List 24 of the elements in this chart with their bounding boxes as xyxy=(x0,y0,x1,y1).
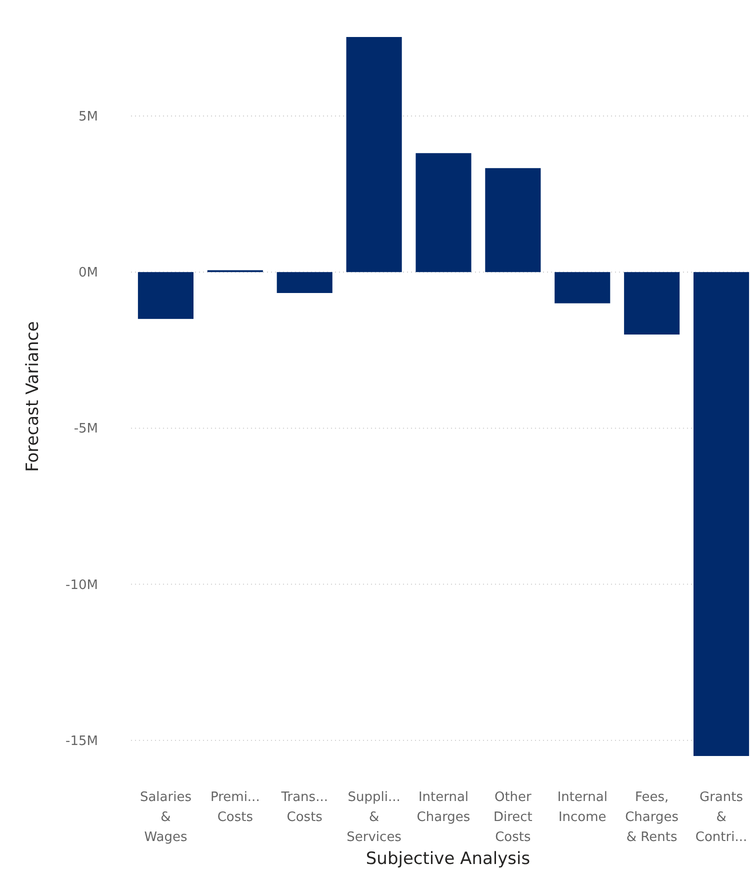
y-tick-label: -5M xyxy=(74,422,98,437)
y-axis-title: Forecast Variance xyxy=(23,321,43,472)
bar xyxy=(485,168,541,272)
x-tick-label: Grants & Contri... xyxy=(695,790,748,845)
y-tick-label: -10M xyxy=(66,578,98,593)
x-tick-label: Suppli... & Services xyxy=(346,790,402,845)
x-tick-label: Fees, Charges & Rents xyxy=(625,790,679,845)
bar xyxy=(346,37,402,272)
bar xyxy=(138,272,194,319)
x-axis-title: Subjective Analysis xyxy=(366,849,530,869)
x-tick-label: Internal Income xyxy=(557,790,608,825)
bar xyxy=(276,272,332,294)
y-tick-label: 5M xyxy=(78,110,98,125)
bar xyxy=(694,272,750,756)
y-tick-label: -15M xyxy=(66,734,98,749)
x-tick-label: Other Direct Costs xyxy=(493,790,532,845)
y-tick-label: 0M xyxy=(78,266,98,281)
x-tick-label: Salaries & Wages xyxy=(140,790,192,845)
bar xyxy=(624,272,680,335)
bar xyxy=(554,272,610,304)
x-tick-label: Trans... Costs xyxy=(280,790,328,825)
x-tick-label: Premi... Costs xyxy=(210,790,260,825)
x-tick-label: Internal Charges xyxy=(416,790,470,825)
bar xyxy=(416,153,472,272)
